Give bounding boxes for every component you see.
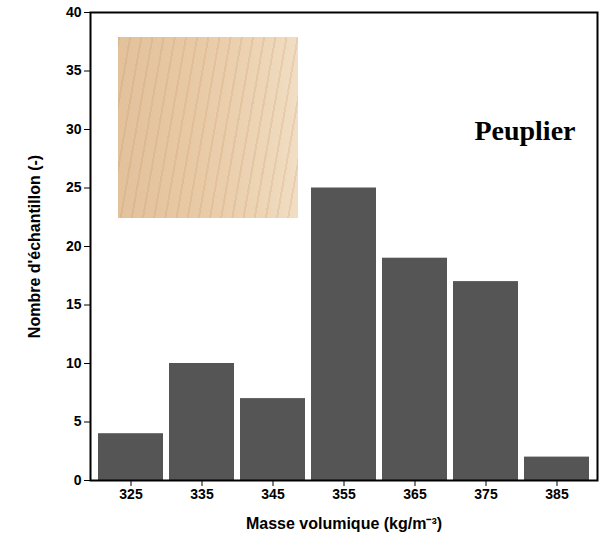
svg-text:40: 40 [66,4,82,20]
svg-text:385: 385 [545,486,569,502]
svg-text:5: 5 [74,413,82,429]
svg-text:30: 30 [66,121,82,137]
svg-text:335: 335 [190,486,214,502]
svg-text:10: 10 [66,355,82,371]
svg-text:Masse volumique (kg/m⁻³): Masse volumique (kg/m⁻³) [246,515,442,532]
svg-text:355: 355 [332,486,356,502]
svg-text:325: 325 [119,486,143,502]
svg-text:Nombre d'échantillon (-): Nombre d'échantillon (-) [26,155,43,338]
svg-text:345: 345 [261,486,285,502]
svg-text:365: 365 [403,486,427,502]
svg-text:35: 35 [66,62,82,78]
svg-text:20: 20 [66,238,82,254]
svg-text:375: 375 [474,486,498,502]
svg-text:Peuplier: Peuplier [474,115,575,146]
svg-text:15: 15 [66,296,82,312]
svg-text:0: 0 [74,472,82,488]
svg-text:25: 25 [66,179,82,195]
